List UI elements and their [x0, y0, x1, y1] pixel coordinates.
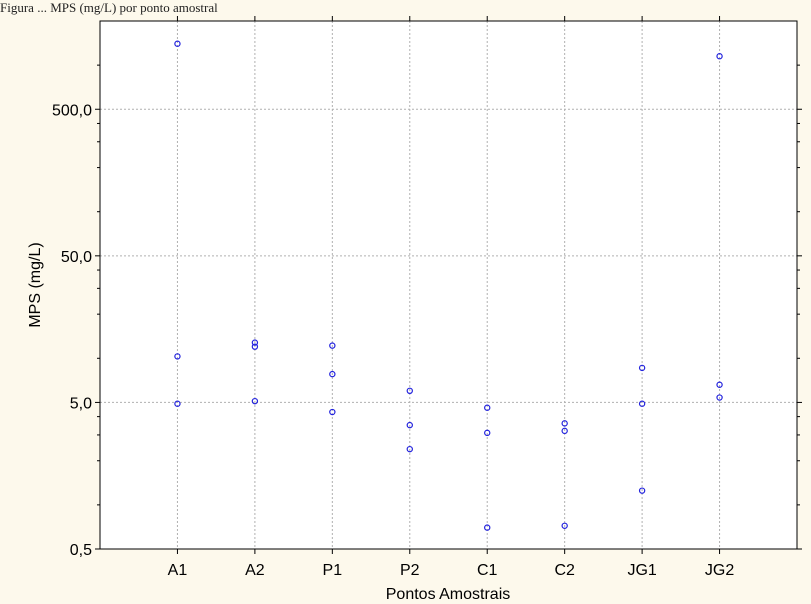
y-tick-labels: 0,5 5,0 50,0 500,0: [52, 102, 92, 559]
data-points: [174, 40, 723, 531]
x-tick-label: A2: [245, 562, 265, 579]
data-point: [406, 445, 413, 453]
plot-frame: [99, 20, 798, 550]
data-point: [251, 339, 259, 346]
data-point: [406, 421, 413, 429]
data-point: [561, 420, 568, 427]
y-tick-label: 50,0: [61, 249, 92, 266]
data-point: [716, 394, 723, 401]
data-point: [406, 387, 413, 395]
data-point: [174, 400, 181, 407]
x-tick-label: A1: [168, 562, 188, 579]
data-point: [561, 522, 568, 529]
y-tick-label: 500,0: [52, 102, 92, 119]
x-tick-label: C1: [477, 562, 498, 579]
x-tick-label: JG2: [705, 562, 734, 579]
data-point: [561, 427, 568, 435]
data-point: [716, 381, 723, 388]
data-point: [484, 524, 491, 531]
data-point: [638, 400, 646, 407]
data-point: [638, 487, 646, 494]
x-tick-label: JG1: [627, 562, 656, 579]
data-point: [174, 40, 181, 47]
data-point: [329, 370, 336, 378]
data-point: [174, 353, 181, 360]
data-point: [484, 404, 491, 411]
x-tick-labels: A1 A2 P1 P2 C1 C2 JG1 JG2: [168, 562, 735, 579]
x-tick-label: C2: [554, 562, 575, 579]
y-tick-label: 0,5: [70, 542, 92, 559]
x-tick-label: P2: [400, 562, 420, 579]
y-tick-label: 5,0: [70, 395, 92, 412]
data-point: [484, 429, 491, 437]
x-tick-label: P1: [323, 562, 343, 579]
axis-ticks: [95, 16, 802, 554]
figure-caption: Figura ... MPS (mg/L) por ponto amostral: [0, 0, 218, 15]
data-point: [329, 408, 336, 416]
x-axis-title: Pontos Amostrais: [386, 586, 511, 603]
grid-lines: [100, 21, 797, 549]
data-point: [638, 364, 646, 372]
data-point: [329, 342, 336, 349]
plot-area: [100, 21, 797, 549]
data-point: [716, 53, 723, 60]
data-point: [251, 343, 259, 350]
data-point: [251, 397, 259, 405]
y-axis-title: MPS (mg/L): [27, 242, 44, 327]
